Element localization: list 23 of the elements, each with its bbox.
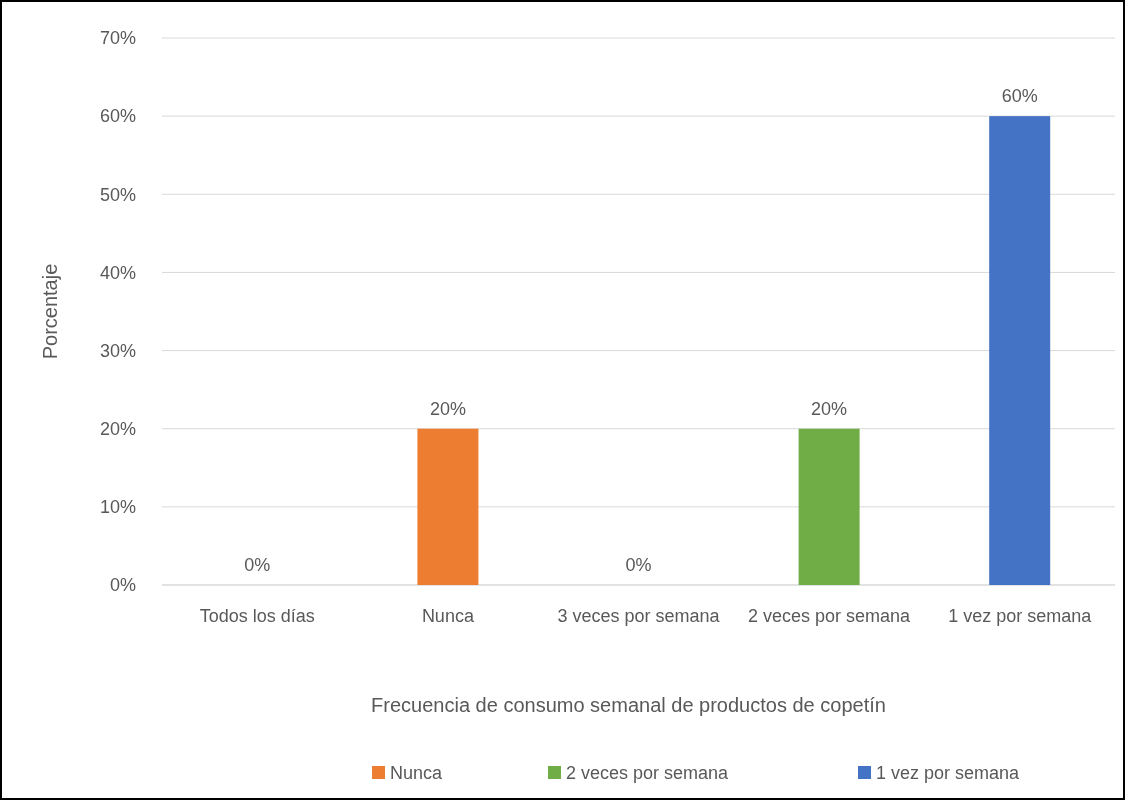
x-tick-label: 1 vez por semana	[948, 606, 1093, 626]
data-label: 60%	[1001, 86, 1038, 107]
legend-label: 1 vez por semana	[876, 763, 1021, 784]
y-tick-label: 60%	[99, 106, 136, 127]
y-tick-label: 50%	[99, 184, 136, 205]
legend-label: Nunca	[390, 763, 444, 784]
y-tick-label: 10%	[99, 497, 136, 518]
data-label: 20%	[429, 398, 466, 419]
legend-label: 2 veces por semana	[566, 763, 730, 784]
y-tick-label: 20%	[99, 419, 136, 440]
x-tick-label: Nunca	[421, 606, 475, 626]
y-tick-label: 40%	[99, 262, 136, 283]
data-label: 0%	[244, 555, 271, 575]
data-label: 0%	[625, 555, 652, 575]
x-tick-label: Todos los días	[199, 606, 315, 626]
y-tick-label: 70%	[99, 28, 136, 49]
x-axis-title: Frecuencia de consumo semanal de productos de copetín	[371, 694, 886, 716]
x-tick-label: 2 veces por semana	[748, 606, 912, 626]
x-tick-label: 3 veces por semana	[557, 606, 721, 626]
y-tick-label: 30%	[99, 340, 136, 361]
y-tick-label: 0%	[109, 575, 136, 596]
y-axis-title: Porcentaje	[39, 263, 61, 360]
data-label: 20%	[811, 398, 848, 419]
